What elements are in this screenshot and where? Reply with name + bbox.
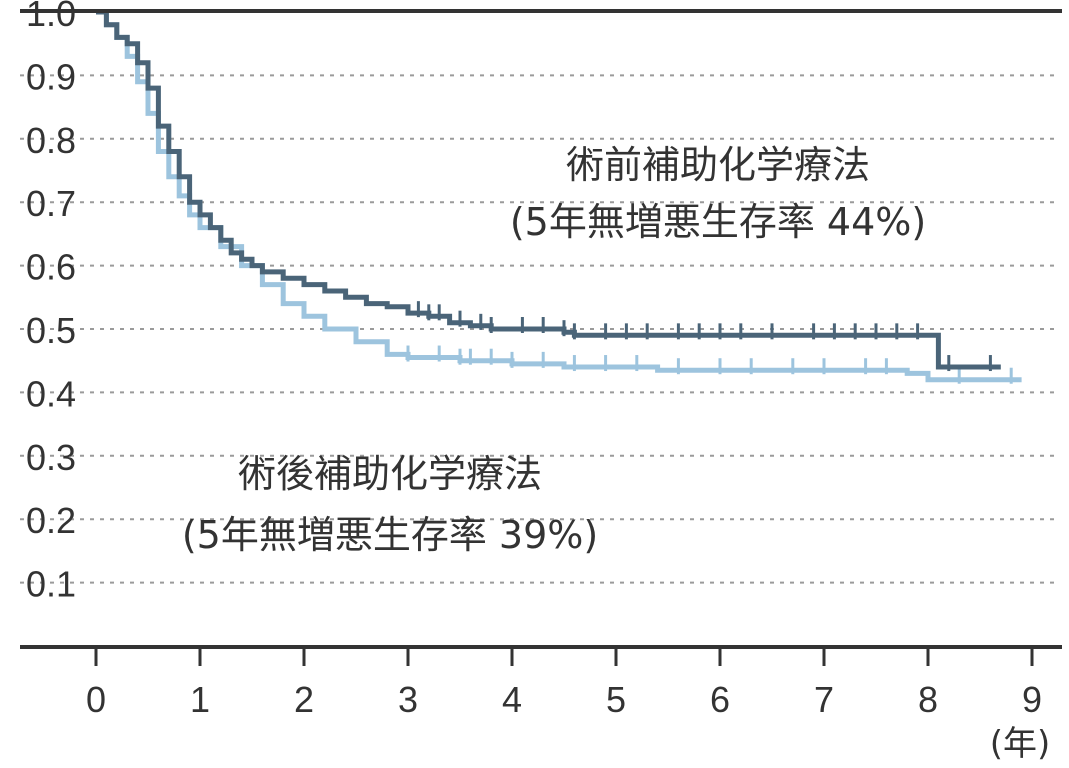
x-unit-label: (年)	[990, 724, 1051, 764]
x-tick-label: 9	[1022, 679, 1042, 720]
survival-curve-adjuvant	[96, 9, 1022, 383]
survival-curves	[96, 9, 1022, 384]
y-tick-label: 0.7	[26, 183, 76, 224]
y-tick-label: 0.8	[26, 120, 76, 161]
x-tick-label: 1	[190, 679, 210, 720]
x-tick-label: 0	[86, 679, 106, 720]
axes	[20, 9, 1062, 666]
x-tick-label: 6	[710, 679, 730, 720]
y-tick-label: 0.1	[26, 564, 76, 605]
x-tick-label: 7	[814, 679, 834, 720]
y-tick-label: 0.3	[26, 437, 76, 478]
y-tick-label: 0.9	[26, 56, 76, 97]
neoadjuvant-rate: (5年無増悪生存率 44%)	[510, 200, 926, 244]
y-tick-label: 0.6	[26, 247, 76, 288]
survival-curve-neoadjuvant	[96, 9, 1001, 370]
adjuvant-label: 術後補助化学療法	[238, 452, 542, 496]
adjuvant-rate: (5年無増悪生存率 39%)	[182, 513, 598, 557]
y-tick-labels: 0.1 0.2 0.3 0.4 0.5 0.6 0.7 0.8 0.9 1.0	[26, 0, 76, 605]
x-tick-label: 4	[502, 679, 522, 720]
x-tick-label: 5	[606, 679, 626, 720]
y-tick-label: 0.4	[26, 373, 76, 414]
y-tick-label: 0.5	[26, 310, 76, 351]
x-tick-label: 8	[918, 679, 938, 720]
y-tick-label: 0.2	[26, 500, 76, 541]
neoadjuvant-label: 術前補助化学療法	[566, 143, 870, 187]
x-tick-label: 3	[398, 679, 418, 720]
x-tick-labels: 0 1 2 3 4 5 6 7 8 9	[86, 679, 1042, 720]
x-tick-label: 2	[294, 679, 314, 720]
y-tick-label: 1.0	[26, 0, 76, 34]
